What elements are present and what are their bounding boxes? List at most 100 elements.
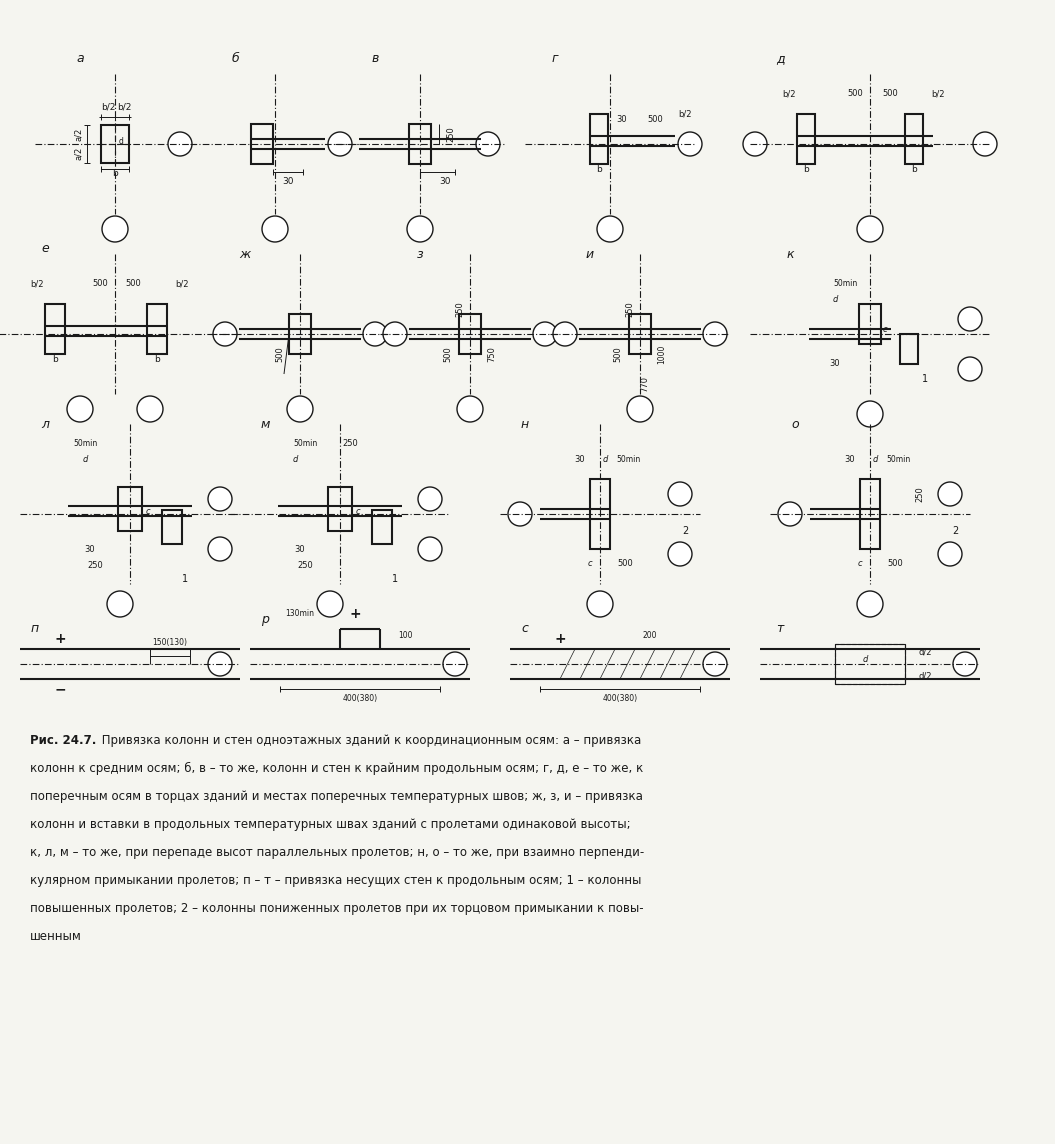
Circle shape [383,321,407,345]
Circle shape [407,216,433,243]
Circle shape [553,321,577,345]
Text: 30: 30 [575,454,586,463]
Text: колонн и вставки в продольных температурных швах зданий с пролетами одинаковой в: колонн и вставки в продольных температур… [30,818,631,831]
Circle shape [316,591,343,617]
Circle shape [778,502,802,526]
Text: 150(130): 150(130) [153,637,188,646]
Text: c: c [588,559,592,569]
Circle shape [958,307,982,331]
Text: 250: 250 [626,301,634,317]
Text: 400(380): 400(380) [602,694,637,704]
Bar [590,114,608,164]
Text: д: д [775,53,784,65]
Circle shape [938,542,962,566]
Text: 250: 250 [88,562,103,571]
Text: 50min: 50min [832,279,857,288]
Bar [797,114,816,164]
Text: ж: ж [239,247,251,261]
Text: п: п [31,622,39,636]
Text: +: + [54,631,65,646]
Text: 500: 500 [847,89,863,98]
Text: d: d [862,654,867,664]
Circle shape [678,132,702,156]
Text: б: б [231,53,238,65]
Text: 200: 200 [642,631,657,641]
Text: 50min: 50min [293,439,318,448]
Text: 400(380): 400(380) [343,694,378,704]
Circle shape [443,652,467,676]
Text: b: b [596,165,601,174]
Circle shape [857,216,883,243]
Circle shape [102,216,128,243]
Text: а: а [76,53,83,65]
Text: 250: 250 [916,486,924,502]
Circle shape [476,132,500,156]
Bar [590,479,610,549]
Circle shape [328,132,352,156]
Circle shape [953,652,977,676]
Text: 2: 2 [952,526,958,537]
Bar [860,479,880,549]
Text: колонн к средним осям; б, в – то же, колонн и стен к крайним продольным осям; г,: колонн к средним осям; б, в – то же, кол… [30,762,644,776]
Circle shape [668,542,692,566]
Circle shape [958,357,982,381]
Circle shape [533,321,557,345]
Bar [372,510,392,545]
Bar [409,124,431,164]
Text: d: d [118,137,123,146]
Bar [328,487,352,531]
Bar [147,304,167,353]
Circle shape [68,396,93,422]
Text: 30: 30 [84,545,95,554]
Text: c: c [883,325,887,334]
Text: b: b [154,355,160,364]
Text: 100: 100 [398,631,413,641]
Text: +: + [554,631,565,646]
Text: 250: 250 [342,439,358,448]
Text: 1: 1 [392,574,398,583]
Text: 770: 770 [640,376,650,392]
Text: с: с [521,622,529,636]
Text: 30: 30 [283,176,293,185]
Text: b/2: b/2 [101,103,115,111]
Text: 1: 1 [922,374,928,384]
Circle shape [208,537,232,561]
Circle shape [587,591,613,617]
Text: d: d [602,454,608,463]
Text: и: и [586,247,594,261]
Text: d: d [832,294,838,303]
Circle shape [938,482,962,506]
Text: т: т [776,622,784,636]
Text: b/2: b/2 [932,89,944,98]
Text: 50min: 50min [886,454,910,463]
Text: 1000: 1000 [657,344,667,364]
Circle shape [208,487,232,511]
Text: 30: 30 [617,114,628,124]
Bar [118,487,142,531]
Text: 500: 500 [126,279,141,288]
Text: Привязка колонн и стен одноэтажных зданий к координационным осям: а – привязка: Привязка колонн и стен одноэтажных здани… [98,734,641,747]
Text: 250: 250 [298,562,313,571]
Text: 500: 500 [617,559,633,569]
Text: н: н [521,418,529,430]
Circle shape [262,216,288,243]
Text: d/2: d/2 [918,648,932,657]
Text: з: з [417,247,423,261]
Text: 500: 500 [275,347,285,362]
Bar [459,313,481,353]
Text: 500: 500 [882,89,898,98]
Text: a/2: a/2 [75,146,83,160]
Bar [859,304,881,344]
Circle shape [703,321,727,345]
Text: шенным: шенным [30,930,82,943]
Text: b/2: b/2 [678,110,692,119]
Text: b: b [52,355,58,364]
Text: c: c [858,559,862,569]
Bar [101,125,129,162]
Circle shape [743,132,767,156]
Text: d: d [872,454,878,463]
Text: −: − [54,682,65,696]
Text: кулярном примыкании пролетов; п – т – привязка несущих стен к продольным осям; 1: кулярном примыкании пролетов; п – т – пр… [30,874,641,887]
Circle shape [627,396,653,422]
Text: 30: 30 [294,545,305,554]
